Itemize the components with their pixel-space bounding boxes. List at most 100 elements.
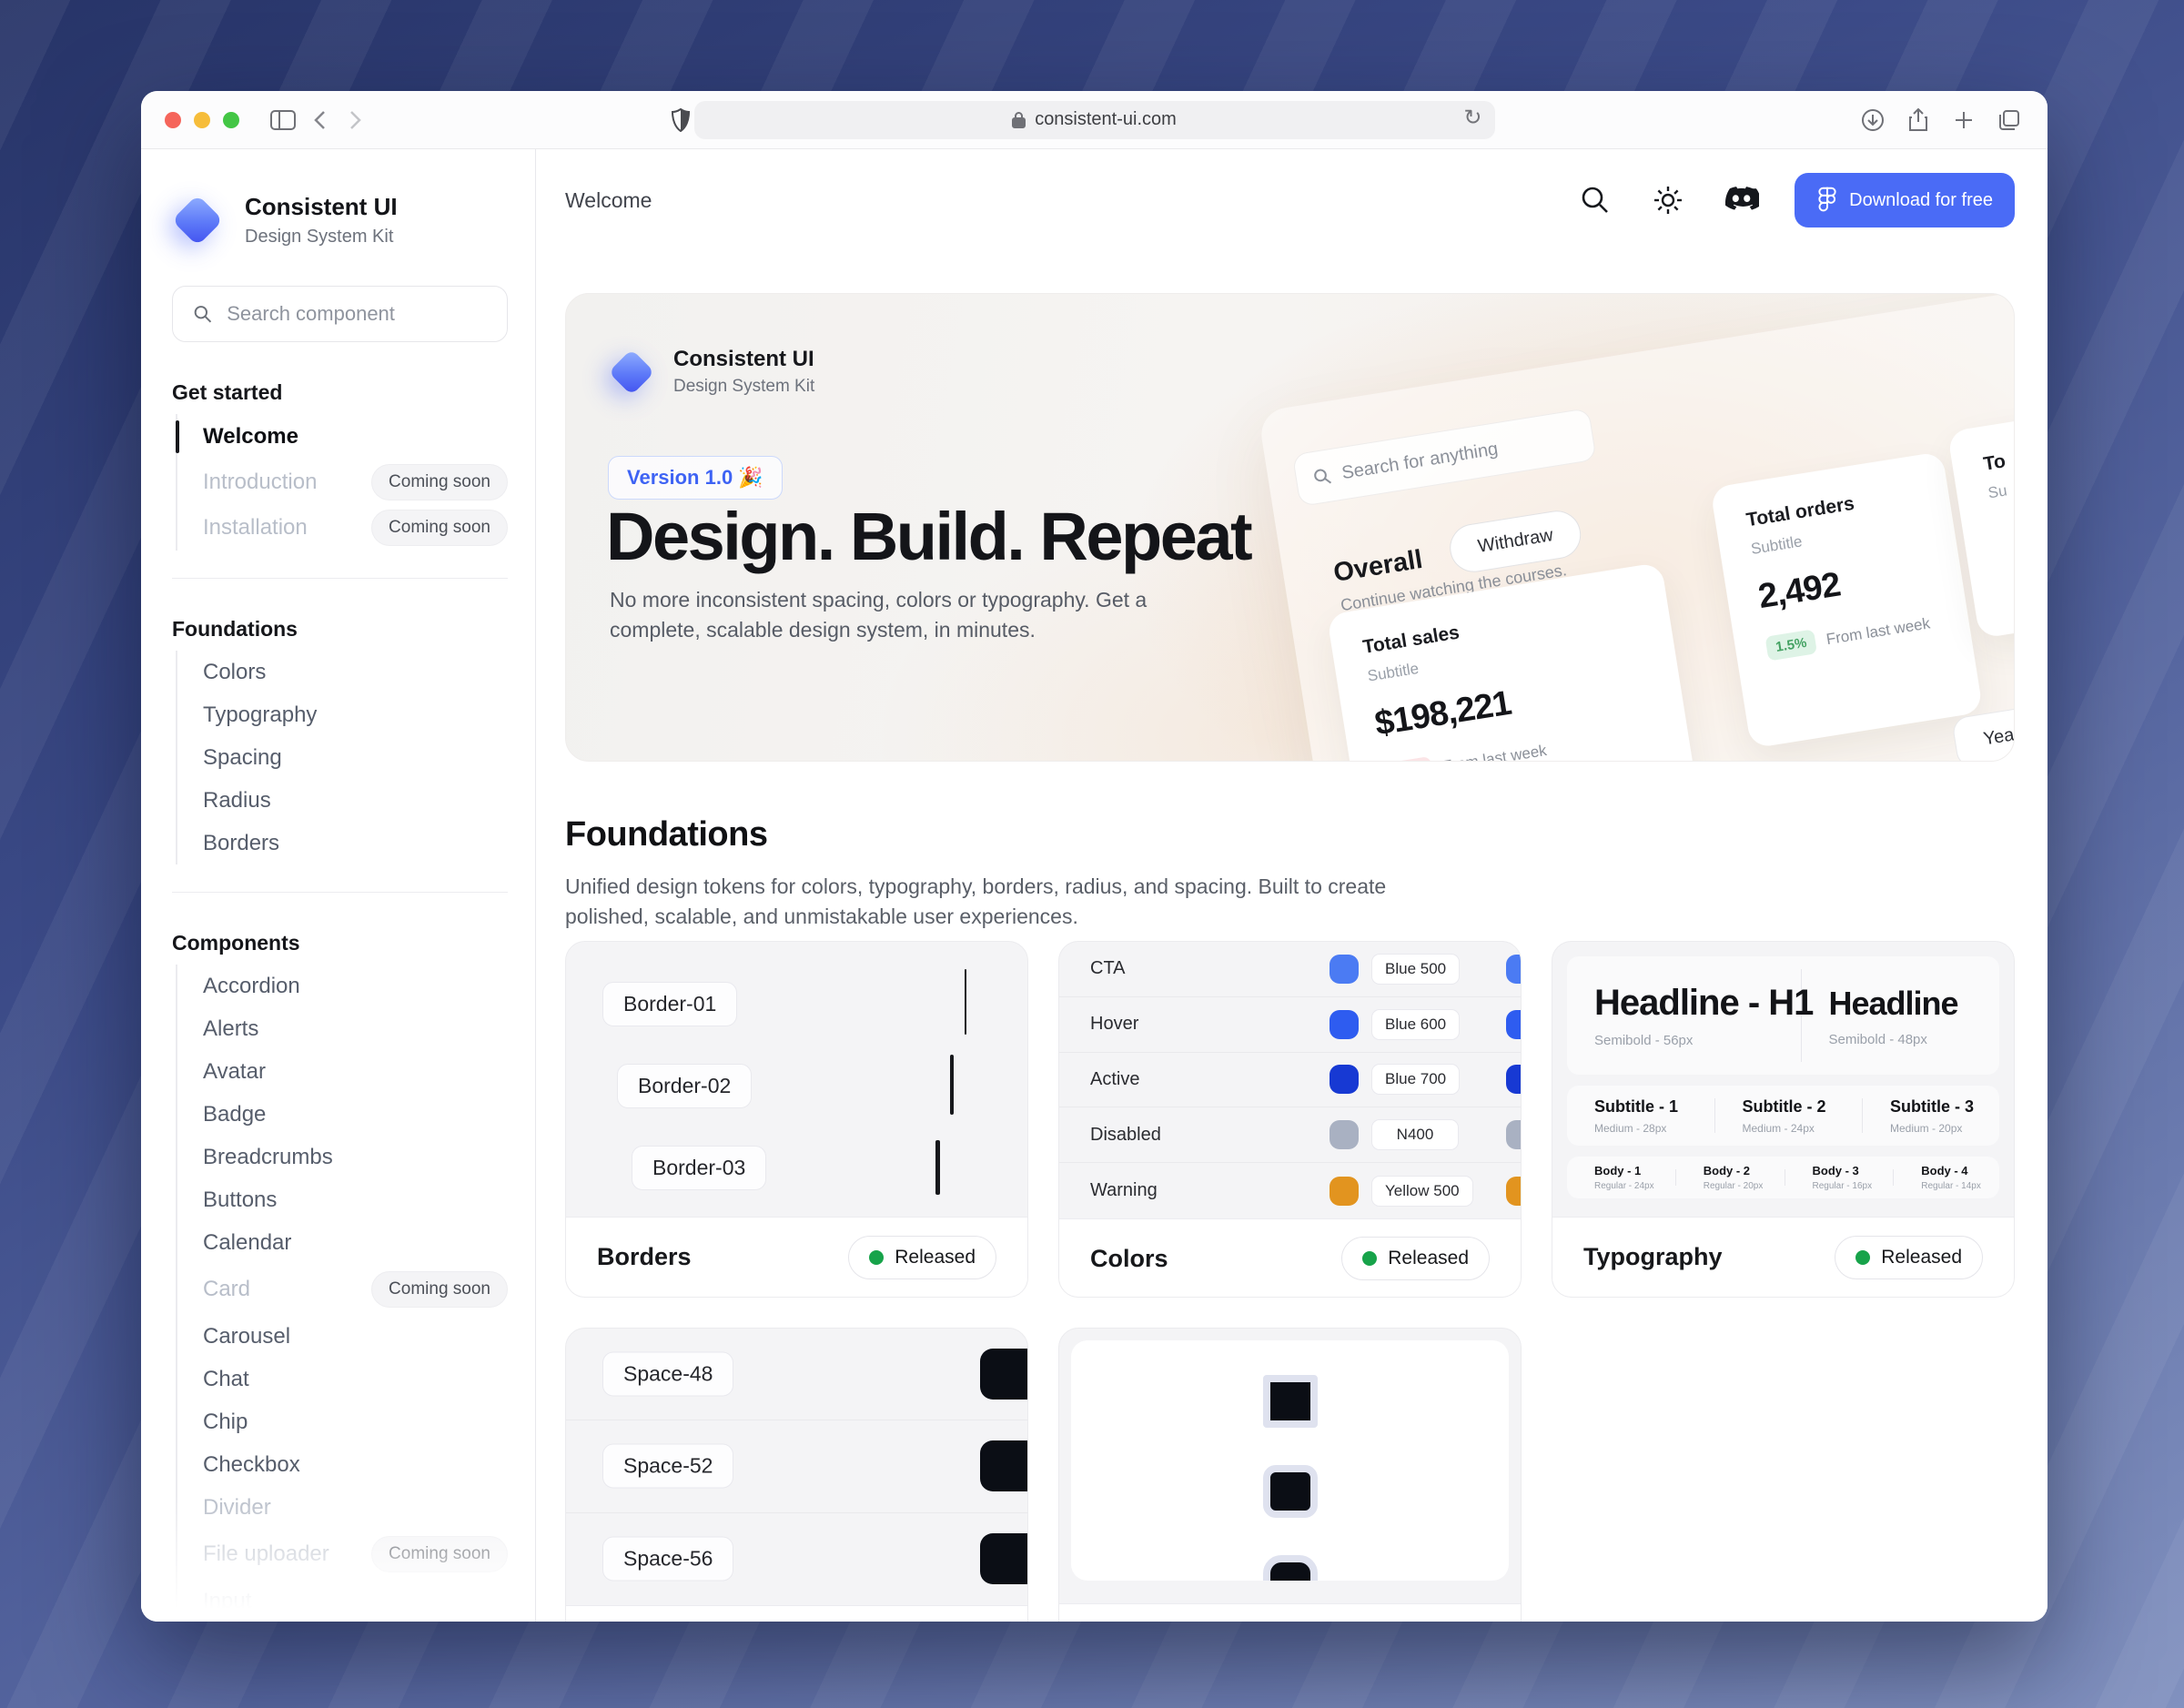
color-swatch-clipped	[1506, 1009, 1521, 1039]
close-window-button[interactable]	[165, 111, 181, 128]
back-icon[interactable]	[301, 102, 338, 138]
url-bar[interactable]: consistent-ui.com ↻	[693, 100, 1495, 139]
coming-soon-badge: Coming soon	[371, 1536, 508, 1572]
sidebar-item-alerts[interactable]: Alerts	[203, 1016, 259, 1041]
hero-brand: Consistent UI Design System Kit	[608, 347, 814, 397]
sidebar-item-checkbox[interactable]: Checkbox	[203, 1451, 300, 1477]
sidebar-item-buttons[interactable]: Buttons	[203, 1187, 278, 1212]
nav-components: Accordion Alerts Avatar Badge Breadcrumb…	[176, 965, 508, 1622]
download-button[interactable]: Download for free	[1795, 173, 2015, 227]
borders-card[interactable]: Border-01 Border-02 Border-03 Borders Re…	[565, 941, 1028, 1298]
spacing-row: Space-48	[566, 1329, 1027, 1421]
sidebar-item-typography[interactable]: Typography	[203, 702, 318, 727]
search-icon[interactable]	[1574, 179, 1616, 221]
share-icon[interactable]	[1900, 102, 1936, 138]
subtitle-specimens: Subtitle - 1 Medium - 28px Subtitle - 2 …	[1567, 1086, 1999, 1146]
color-swatch	[1330, 1065, 1359, 1095]
sidebar-brand[interactable]: Consistent UI Design System Kit	[172, 193, 508, 248]
color-row: Hover Blue 600	[1059, 997, 1521, 1053]
color-token: Blue 700	[1371, 1064, 1461, 1096]
sidebar-item-carousel[interactable]: Carousel	[203, 1323, 291, 1349]
mockup-total-orders-card: Total orders Subtitle 2,492 1.5% From la…	[1710, 450, 1984, 749]
colors-card[interactable]: CTA Blue 500 Hover Blue 600 Active	[1058, 941, 1522, 1298]
hero-banner: Search for anything Overall Continue wat…	[565, 293, 2015, 762]
sidebar-item-accordion[interactable]: Accordion	[203, 973, 300, 998]
tab-overview-icon[interactable]	[1991, 102, 2027, 138]
color-row: CTA Blue 500	[1059, 942, 1521, 997]
sidebar-item-input[interactable]: Input	[203, 1588, 252, 1613]
sidebar-item-badge[interactable]: Badge	[203, 1101, 267, 1127]
new-tab-icon[interactable]	[1946, 102, 1982, 138]
coming-soon-badge: Coming soon	[371, 510, 508, 546]
status-badge: Released	[1835, 1235, 1983, 1279]
sidebar-item-colors[interactable]: Colors	[203, 659, 267, 684]
radius-card[interactable]: Released	[1058, 1328, 1522, 1622]
sidebar-item-card[interactable]: Card Coming soon	[203, 1264, 508, 1315]
spacing-card[interactable]: Space-48 Space-52 Space-56	[565, 1328, 1028, 1622]
spacing-row: Space-56	[566, 1513, 1027, 1605]
color-token: Blue 500	[1371, 953, 1461, 985]
sidebar-item-installation[interactable]: Installation Coming soon	[203, 505, 508, 551]
released-dot-icon	[1855, 1249, 1871, 1265]
status-badge: Released	[1341, 1237, 1490, 1281]
figma-icon	[1818, 187, 1836, 212]
radius-sample-rounded	[1262, 1465, 1318, 1518]
sidebar-item-chip[interactable]: Chip	[203, 1409, 248, 1434]
discord-icon[interactable]	[1720, 179, 1762, 221]
minimize-window-button[interactable]	[194, 111, 210, 128]
component-search[interactable]	[172, 286, 508, 342]
foundations-cards: Border-01 Border-02 Border-03 Borders Re…	[565, 941, 2015, 1622]
downloads-icon[interactable]	[1855, 102, 1891, 138]
radius-sample-round	[1262, 1555, 1318, 1581]
color-token: Yellow 500	[1371, 1175, 1473, 1207]
status-badge: Released	[848, 1235, 996, 1279]
card-title: Typography	[1583, 1243, 1723, 1270]
color-swatch-clipped	[1506, 1176, 1521, 1206]
section-label-foundations: Foundations	[172, 617, 298, 641]
sidebar: Consistent UI Design System Kit Get star…	[141, 149, 536, 1622]
section-label-components: Components	[172, 931, 300, 955]
color-row: Active Blue 700	[1059, 1053, 1521, 1108]
color-swatch	[1330, 1120, 1359, 1150]
sidebar-item-spacing[interactable]: Spacing	[203, 744, 282, 770]
search-input[interactable]	[227, 302, 487, 326]
sidebar-item-borders[interactable]: Borders	[203, 830, 280, 855]
mockup-search-bar: Search for anything	[1291, 408, 1597, 507]
version-badge: Version 1.0 🎉	[608, 456, 783, 500]
sidebar-item-welcome[interactable]: Welcome	[176, 414, 508, 460]
coming-soon-badge: Coming soon	[371, 464, 508, 500]
brand-title: Consistent UI	[245, 193, 398, 220]
search-icon	[1314, 469, 1332, 484]
divider	[172, 892, 508, 893]
border-token: Border-02	[617, 1064, 753, 1108]
typography-card[interactable]: Headline - H1 Semibold - 56px Headline S…	[1552, 941, 2015, 1298]
dashboard-mockup: Search for anything Overall Continue wat…	[1258, 294, 2014, 761]
spacing-token: Space-52	[602, 1443, 734, 1489]
forward-icon[interactable]	[338, 102, 374, 138]
privacy-shield-icon[interactable]	[662, 102, 699, 138]
spacing-token: Space-48	[602, 1351, 734, 1397]
nav-foundations: Colors Typography Spacing Radius Borders	[176, 651, 508, 864]
delta-badge: 1.5%	[1381, 755, 1434, 761]
reload-icon[interactable]: ↻	[1463, 105, 1482, 130]
spacing-sample	[980, 1440, 1027, 1492]
theme-toggle-sun-icon[interactable]	[1647, 179, 1689, 221]
sidebar-toggle-icon[interactable]	[265, 102, 301, 138]
sidebar-item-breadcrumbs[interactable]: Breadcrumbs	[203, 1144, 333, 1169]
app-logo-icon	[608, 349, 655, 396]
zoom-window-button[interactable]	[223, 111, 239, 128]
main-content: Welcome	[536, 149, 2048, 1622]
sidebar-item-radius[interactable]: Radius	[203, 787, 271, 813]
border-token: Border-03	[632, 1146, 767, 1190]
sidebar-item-file-uploader[interactable]: File uploader Coming soon	[203, 1529, 508, 1580]
sidebar-item-introduction[interactable]: Introduction Coming soon	[203, 460, 508, 505]
sidebar-item-chat[interactable]: Chat	[203, 1366, 249, 1391]
sidebar-item-divider[interactable]: Divider	[203, 1494, 271, 1520]
color-row: Warning Yellow 500	[1059, 1163, 1521, 1218]
sidebar-item-calendar[interactable]: Calendar	[203, 1229, 292, 1255]
released-dot-icon	[1362, 1251, 1378, 1267]
color-swatch	[1330, 1176, 1359, 1206]
page-header: Welcome	[536, 149, 2048, 251]
sidebar-item-avatar[interactable]: Avatar	[203, 1058, 266, 1084]
